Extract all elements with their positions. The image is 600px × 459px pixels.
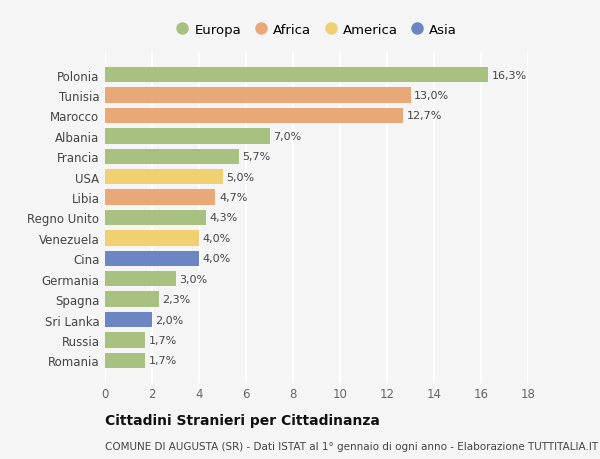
Bar: [105, 231, 199, 246]
Bar: [105, 353, 145, 368]
Text: 2,0%: 2,0%: [155, 315, 184, 325]
Text: 1,7%: 1,7%: [148, 335, 177, 345]
Text: 4,3%: 4,3%: [209, 213, 238, 223]
Text: 16,3%: 16,3%: [491, 70, 527, 80]
Legend: Europa, Africa, America, Asia: Europa, Africa, America, Asia: [172, 20, 461, 41]
Text: 1,7%: 1,7%: [148, 356, 177, 366]
Text: 4,0%: 4,0%: [203, 234, 231, 243]
Text: 7,0%: 7,0%: [273, 132, 301, 141]
Bar: [105, 68, 488, 83]
Bar: [105, 312, 152, 328]
Bar: [105, 88, 410, 103]
Bar: [105, 292, 159, 307]
Text: 2,3%: 2,3%: [163, 295, 191, 304]
Text: 12,7%: 12,7%: [407, 111, 442, 121]
Text: COMUNE DI AUGUSTA (SR) - Dati ISTAT al 1° gennaio di ogni anno - Elaborazione TU: COMUNE DI AUGUSTA (SR) - Dati ISTAT al 1…: [105, 441, 598, 451]
Text: 13,0%: 13,0%: [414, 91, 449, 101]
Bar: [105, 271, 176, 287]
Bar: [105, 190, 215, 205]
Bar: [105, 129, 269, 144]
Bar: [105, 170, 223, 185]
Text: 3,0%: 3,0%: [179, 274, 207, 284]
Text: 5,0%: 5,0%: [226, 172, 254, 182]
Bar: [105, 251, 199, 266]
Text: 5,7%: 5,7%: [242, 152, 271, 162]
Text: Cittadini Stranieri per Cittadinanza: Cittadini Stranieri per Cittadinanza: [105, 413, 380, 427]
Bar: [105, 108, 403, 124]
Bar: [105, 210, 206, 226]
Text: 4,0%: 4,0%: [203, 254, 231, 264]
Text: 4,7%: 4,7%: [219, 193, 247, 202]
Bar: [105, 333, 145, 348]
Bar: [105, 149, 239, 165]
